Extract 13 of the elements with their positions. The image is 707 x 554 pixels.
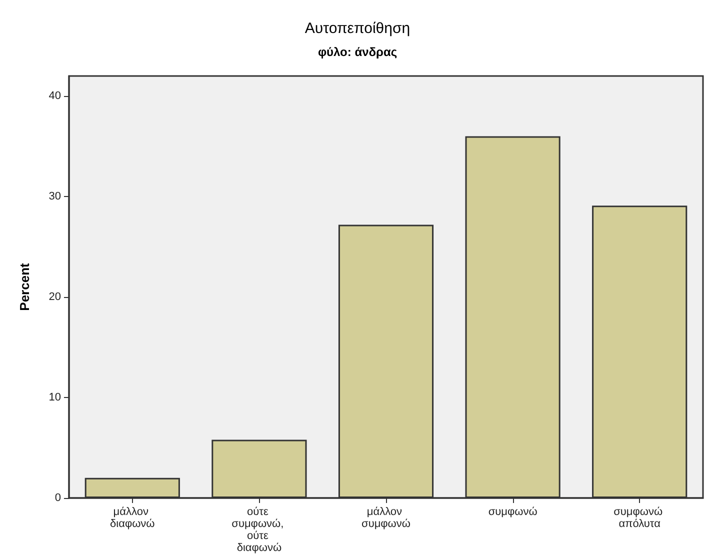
x-tick-label: συμφωνώ [488, 506, 538, 518]
x-tick-label: μάλλον συμφωνώ [362, 506, 411, 530]
x-tick-label: ούτε συμφωνώ, ούτε διαφωνώ [232, 506, 287, 554]
x-tick-label: συμφωνώ απόλυτα [614, 506, 666, 530]
y-tick-label: 0 [54, 492, 61, 504]
chart-title: Αυτοπεποίθηση [304, 20, 410, 37]
y-tick-label: 30 [48, 190, 61, 203]
y-axis-title: Percent [17, 262, 32, 311]
y-tick-label: 10 [48, 392, 61, 404]
y-tick-label: 40 [48, 90, 61, 102]
x-tick-label: μάλλον διαφωνώ [110, 506, 156, 530]
chart-subtitle: φύλο: άνδρας [318, 45, 398, 59]
y-tick-label: 20 [48, 291, 61, 304]
